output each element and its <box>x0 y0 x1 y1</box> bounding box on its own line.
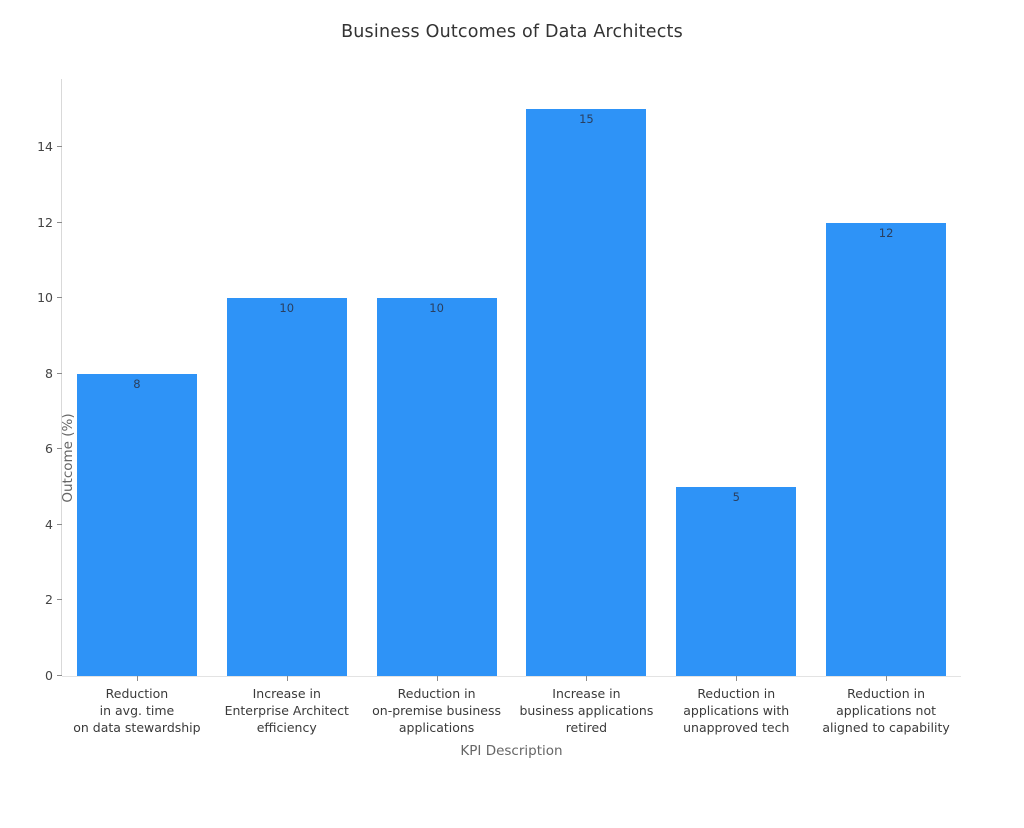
x-tick-label: Increase in Enterprise Architect efficie… <box>224 686 349 735</box>
x-axis-title: KPI Description <box>460 743 563 759</box>
x-tick-label: Reduction in avg. time on data stewardsh… <box>73 686 201 735</box>
x-tick-mark <box>586 676 588 681</box>
y-tick-label: 2 <box>45 592 53 608</box>
y-tick-mark <box>57 523 62 525</box>
bar: 10 <box>376 298 497 676</box>
bar: 10 <box>226 298 347 676</box>
y-tick-label: 8 <box>45 365 53 381</box>
x-tick-mark <box>736 676 738 681</box>
bar: 12 <box>826 222 946 676</box>
bar: 5 <box>676 487 797 676</box>
x-tick-mark <box>136 676 138 681</box>
y-tick-mark <box>57 675 62 676</box>
y-tick-mark <box>57 297 62 299</box>
bar: 8 <box>76 373 197 676</box>
y-axis-line <box>61 79 62 676</box>
bar-value-label: 8 <box>133 376 141 391</box>
bar-value-label: 10 <box>279 301 295 316</box>
bar: 15 <box>526 109 647 676</box>
y-tick-mark <box>57 448 62 450</box>
x-tick-label: Reduction in applications with unapprove… <box>683 686 790 735</box>
x-tick-label: Reduction in on-premise business applica… <box>372 686 502 735</box>
y-tick-label: 4 <box>45 516 53 532</box>
y-tick-label: 0 <box>45 668 53 683</box>
y-tick-label: 12 <box>37 214 53 230</box>
bar-value-label: 10 <box>429 301 444 316</box>
bar-value-label: 5 <box>732 490 740 505</box>
bar-value-label: 15 <box>579 112 594 127</box>
x-tick-label: Reduction in applications not aligned to… <box>822 686 950 735</box>
x-tick-mark <box>436 676 438 681</box>
chart-title: Business Outcomes of Data Architects <box>341 22 683 42</box>
x-tick-label: Increase in business applications retire… <box>519 686 654 735</box>
x-axis-line <box>62 676 961 677</box>
y-tick-label: 10 <box>37 290 53 306</box>
y-tick-mark <box>57 599 62 601</box>
plot-area: Outcome (%) 0 2 4 6 8 10 12 14 8 Reduction in avg… <box>37 79 961 735</box>
x-tick-mark <box>286 676 288 681</box>
y-tick-mark <box>57 146 62 147</box>
bar-value-label: 12 <box>878 225 894 240</box>
y-tick-label: 14 <box>37 139 53 154</box>
y-tick-mark <box>57 372 62 374</box>
x-tick-mark <box>886 676 888 681</box>
bar-chart-figure: Business Outcomes of Data Architects Out… <box>37 22 961 759</box>
y-tick-mark <box>57 221 62 223</box>
y-tick-label: 6 <box>45 441 53 457</box>
